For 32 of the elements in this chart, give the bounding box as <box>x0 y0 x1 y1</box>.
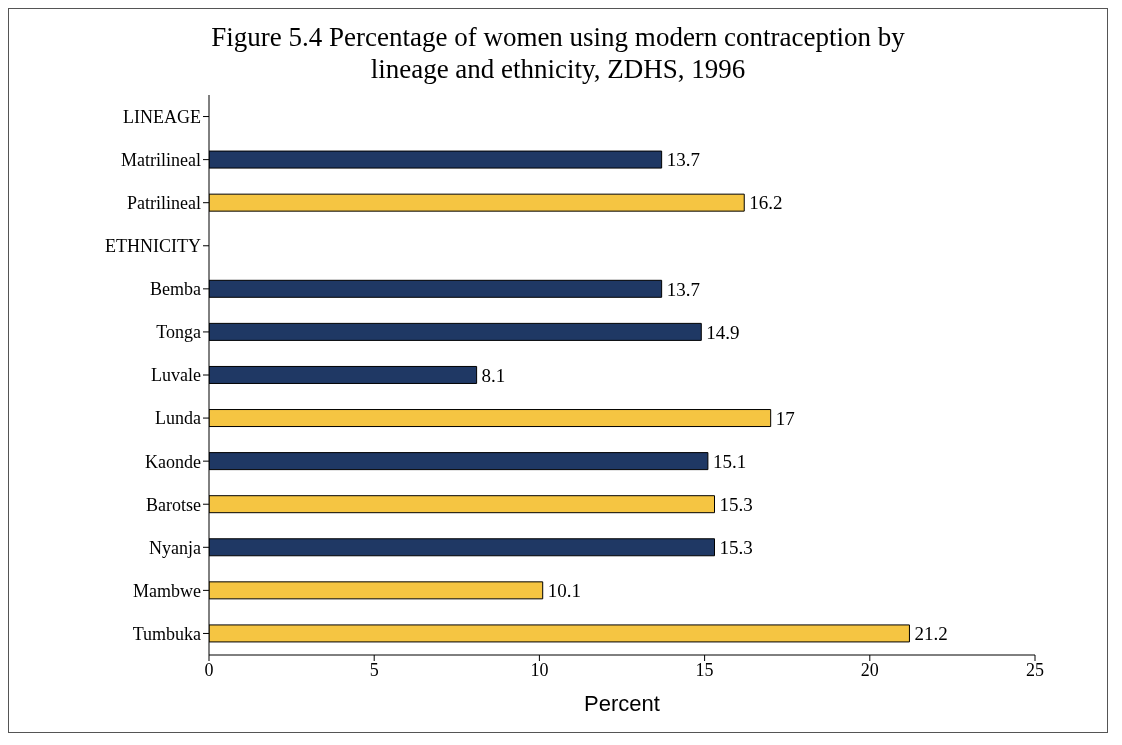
x-tick-label: 10 <box>530 659 549 680</box>
x-tick-label: 5 <box>369 659 379 680</box>
y-tick-label: Mambwe <box>133 580 202 601</box>
data-label: 16.2 <box>749 192 783 214</box>
data-label: 10.1 <box>547 580 581 602</box>
chart-title: Figure 5.4 Percentage of women using modern contraception by lineage and ethnicity, ZDHS, 1996 <box>210 21 906 85</box>
y-tick-label: Nyanja <box>149 537 201 558</box>
y-tick-label: Kaonde <box>145 451 201 472</box>
y-tick-label: LINEAGE <box>123 106 201 127</box>
y-tick-label: Patrilineal <box>127 193 201 214</box>
y-tick-label: Matrilineal <box>121 150 201 171</box>
y-tick-label: Barotse <box>146 494 202 515</box>
x-tick-label: 0 <box>204 659 214 680</box>
x-tick-label: 15 <box>695 659 714 680</box>
data-label: 17 <box>775 407 795 429</box>
x-tick-label: 25 <box>1026 659 1044 680</box>
y-tick-label: ETHNICITY <box>105 236 201 257</box>
data-label: 15.3 <box>719 537 753 559</box>
y-tick-label: Luvale <box>151 365 201 386</box>
y-tick-label: Tonga <box>156 322 201 343</box>
data-label: 8.1 <box>481 364 506 386</box>
data-label: 15.1 <box>712 450 747 472</box>
data-label: 13.7 <box>666 278 700 300</box>
x-tick-label: 20 <box>860 659 879 680</box>
y-tick-label: Bemba <box>150 279 201 300</box>
data-label: 21.2 <box>914 623 948 645</box>
x-axis-title: Percent <box>584 691 660 716</box>
data-label: 15.3 <box>719 493 753 515</box>
y-tick-label: Tumbuka <box>132 623 201 644</box>
data-label: 14.9 <box>706 321 740 343</box>
data-label: 13.7 <box>666 149 700 171</box>
y-tick-label: Lunda <box>155 408 202 429</box>
